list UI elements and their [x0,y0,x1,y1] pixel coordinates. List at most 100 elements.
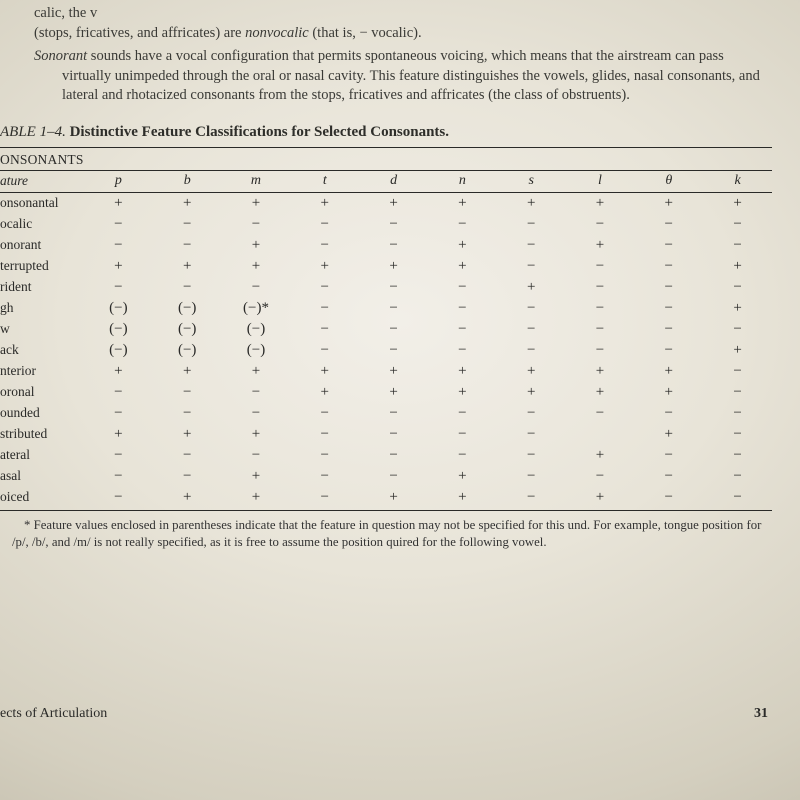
feature-cell: + [634,424,703,445]
col-m: m [222,171,291,193]
feature-table: ature p b m t d n s l θ k onsonantal++++… [0,171,772,508]
feature-cell: + [222,235,291,256]
table-caption: ABLE 1–4. Distinctive Feature Classifica… [0,114,772,147]
feature-cell: − [359,235,428,256]
feature-cell: − [153,235,222,256]
feature-cell: − [84,466,153,487]
feature-cell: − [359,403,428,424]
feature-cell: + [290,382,359,403]
feature-cell: − [359,298,428,319]
feature-cell: + [566,192,635,214]
feature-cell: − [497,319,566,340]
feature-cell: + [497,277,566,298]
feature-cell: − [566,403,635,424]
col-n: n [428,171,497,193]
feature-cell: − [84,487,153,508]
intro-line1: calic, the v (stops, fricatives, and aff… [34,4,762,43]
feature-cell: − [222,445,291,466]
feature-cell: − [634,319,703,340]
feature-cell: − [566,298,635,319]
feature-cell: − [290,298,359,319]
feature-cell: + [428,361,497,382]
feature-cell: − [290,277,359,298]
col-d: d [359,171,428,193]
intro-para2-body: sounds have a vocal configuration that p… [62,48,760,103]
feature-cell: + [428,235,497,256]
feature-cell: + [290,192,359,214]
feature-cell: − [290,487,359,508]
feature-cell: (−) [222,319,291,340]
page: calic, the v (stops, fricatives, and aff… [0,0,800,800]
feature-cell: + [359,487,428,508]
footer-left: ects of Articulation [0,706,107,722]
feature-cell: − [497,256,566,277]
feature-cell: − [428,424,497,445]
feature-cell: − [290,340,359,361]
table-row: oiced−++−++−+−− [0,487,772,508]
table-title: Distinctive Feature Classifications for … [70,124,449,140]
feature-cell: − [634,214,703,235]
intro-frag-c: (that is, − vocalic). [309,25,422,41]
feature-cell: − [497,424,566,445]
feature-cell: − [428,403,497,424]
feature-cell: − [428,445,497,466]
feature-cell: + [359,382,428,403]
feature-cell: + [634,382,703,403]
table-label: ABLE 1–4. [0,124,66,140]
feature-cell: − [359,445,428,466]
feature-cell: − [703,361,772,382]
feature-cell: (−) [153,340,222,361]
feature-cell: − [703,424,772,445]
feature-cell: − [153,277,222,298]
feature-name: ateral [0,445,84,466]
feature-cell: − [153,445,222,466]
page-number: 31 [754,706,768,722]
feature-name: terrupted [0,256,84,277]
feature-cell: (−)* [222,298,291,319]
table-row: ack(−)(−)(−)−−−−−−+ [0,340,772,361]
feature-cell: + [566,361,635,382]
intro-em1: nonvocalic [245,25,309,41]
feature-name: ack [0,340,84,361]
intro-frag-b: (stops, fricatives, and affricates) are [34,25,245,41]
feature-cell: − [290,319,359,340]
feature-cell: + [428,382,497,403]
feature-cell: + [566,382,635,403]
feature-name: oronal [0,382,84,403]
col-p: p [84,171,153,193]
feature-cell: − [222,277,291,298]
feature-cell: − [359,214,428,235]
feature-cell: + [497,192,566,214]
feature-cell: + [222,256,291,277]
feature-name: w [0,319,84,340]
table-header-row: ature p b m t d n s l θ k [0,171,772,193]
feature-cell: − [359,466,428,487]
table-row: ounded−−−−−−−−−− [0,403,772,424]
feature-name: rident [0,277,84,298]
feature-cell: − [703,382,772,403]
col-k: k [703,171,772,193]
table-row: ateral−−−−−−−+−− [0,445,772,466]
feature-cell: (−) [153,298,222,319]
table-row: w(−)(−)(−)−−−−−−− [0,319,772,340]
feature-cell: (−) [84,340,153,361]
feature-cell: + [153,256,222,277]
feature-cell: (−) [84,319,153,340]
feature-cell: + [428,256,497,277]
col-s: s [497,171,566,193]
feature-cell: + [566,487,635,508]
feature-cell: − [84,403,153,424]
feature-cell: − [566,277,635,298]
feature-cell: + [153,361,222,382]
table-row: oronal−−−++++++− [0,382,772,403]
feature-cell: − [566,214,635,235]
feature-cell: + [359,256,428,277]
feature-cell: − [634,340,703,361]
feature-cell: − [84,214,153,235]
feature-cell: + [497,382,566,403]
feature-cell: − [428,214,497,235]
feature-cell: − [153,214,222,235]
feature-cell: − [290,424,359,445]
feature-cell: − [703,319,772,340]
table-row: nterior+++++++++− [0,361,772,382]
